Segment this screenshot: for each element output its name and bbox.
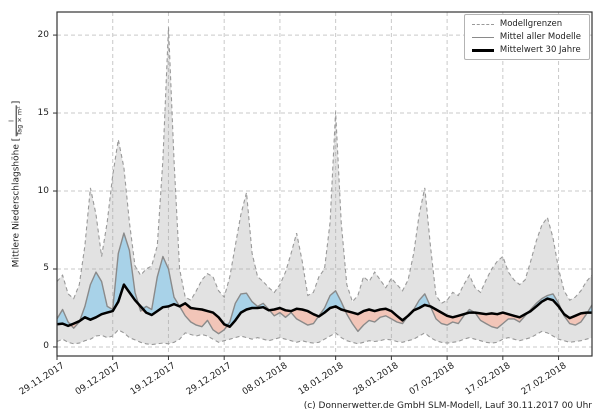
y-axis-label: Mittlere Niederschlagshöhe [l Tag × m²] — [8, 100, 24, 268]
y-axis-unit-open-bracket: [ — [11, 137, 22, 142]
legend-item-30y-mean: Mittelwert 30 Jahre — [471, 45, 581, 55]
copyright-caption: (c) Donnerwetter.de GmbH SLM-Modell, Lau… — [303, 401, 592, 411]
dashed-line-sample-icon — [471, 23, 494, 25]
y-tick-label: 10 — [37, 185, 49, 196]
y-axis-unit-close-bracket: ] — [11, 100, 22, 105]
y-tick-label: 20 — [37, 29, 49, 40]
legend: Modellgrenzen Mittel aller Modelle Mitte… — [463, 14, 590, 60]
y-tick-label: 0 — [43, 341, 49, 352]
black-line-sample-icon — [471, 48, 494, 52]
gray-line-sample-icon — [471, 36, 494, 38]
legend-item-model-mean: Mittel aller Modelle — [471, 32, 581, 42]
legend-label: Mittel aller Modelle — [499, 32, 581, 42]
legend-label: Modellgrenzen — [499, 19, 563, 29]
y-tick-label: 15 — [37, 107, 49, 118]
y-axis-label-text: Mittlere Niederschlagshöhe — [11, 144, 22, 268]
legend-item-model-bounds: Modellgrenzen — [471, 19, 581, 29]
y-tick-label: 5 — [43, 263, 49, 274]
legend-label: Mittelwert 30 Jahre — [499, 45, 581, 55]
